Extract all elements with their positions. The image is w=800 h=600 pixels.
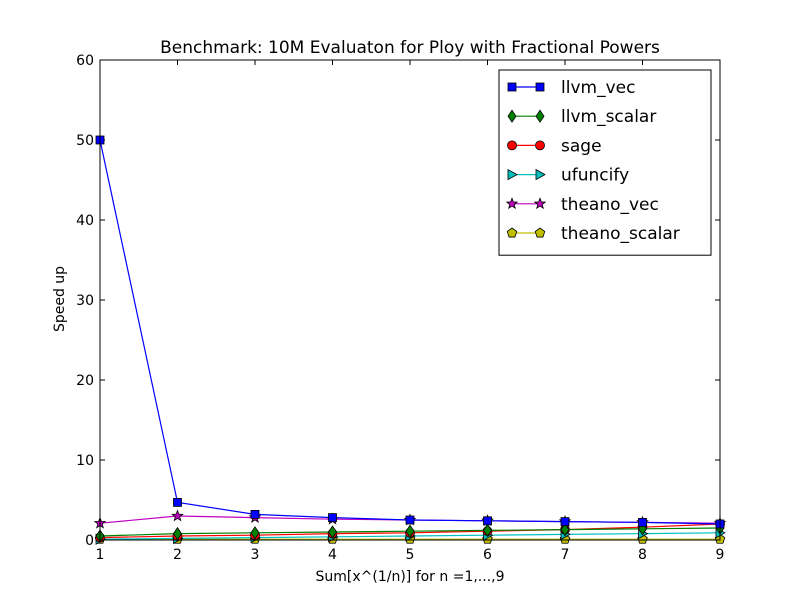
legend-marker-ufuncify: [507, 168, 518, 181]
legend-box: [498, 69, 712, 256]
legend-label-theano-vec: theano_vec: [561, 195, 659, 215]
y-tick-label: 50: [76, 133, 94, 149]
legend-marker-ufuncify: [535, 168, 546, 181]
y-tick-label: 30: [76, 293, 94, 309]
y-tick-label: 20: [76, 373, 94, 389]
data-point-llvm-vec: [560, 517, 570, 526]
y-tick-label: 60: [76, 53, 94, 69]
data-point-llvm-vec: [405, 515, 415, 525]
x-tick-label: 1: [96, 547, 105, 563]
x-tick-label: 6: [483, 547, 492, 563]
data-point-llvm-scalar: [483, 523, 492, 538]
axes-frame: [99, 59, 721, 541]
legend-label-theano-scalar: theano_scalar: [561, 224, 680, 244]
legend-marker-llvm-scalar: [535, 109, 545, 123]
data-point-llvm-vec: [638, 518, 647, 527]
legend-marker-theano-scalar: [534, 227, 546, 238]
legend-marker-llvm-vec: [535, 82, 545, 92]
legend-label-llvm-scalar: llvm_scalar: [561, 107, 656, 127]
legend-label-llvm-vec: llvm_vec: [561, 78, 635, 98]
data-point-llvm-scalar: [405, 524, 415, 538]
legend-marker-theano-vec: [533, 197, 547, 210]
data-point-llvm-scalar: [250, 526, 260, 540]
y-tick-label: 0: [85, 533, 94, 549]
x-axis-label: Sum[x^(1/n)] for n =1,...,9: [315, 569, 504, 585]
x-tick-label: 4: [328, 547, 337, 563]
x-tick-label: 8: [638, 547, 647, 563]
data-point-llvm-vec: [250, 509, 260, 519]
x-tick-label: 2: [173, 547, 182, 563]
legend-marker-theano-vec: [505, 197, 519, 210]
legend-marker-theano-scalar: [506, 227, 518, 238]
legend-marker-sage: [507, 140, 517, 151]
data-point-theano-vec: [171, 509, 184, 522]
x-tick-label: 9: [716, 547, 725, 563]
chart-title: Benchmark: 10M Evaluaton for Ploy with F…: [160, 38, 660, 58]
legend-marker-llvm-vec: [507, 82, 517, 92]
data-point-llvm-vec: [328, 513, 337, 522]
legend-marker-llvm-scalar: [507, 109, 517, 123]
y-axis-label: Speed up: [52, 266, 68, 332]
data-point-llvm-scalar: [560, 522, 570, 537]
x-tick-label: 7: [561, 547, 570, 563]
data-point-llvm-vec: [173, 497, 182, 507]
legend-label-ufuncify: ufuncify: [561, 166, 629, 186]
data-point-llvm-vec: [483, 516, 492, 526]
plot-area: 1 2 3 4 5 6 7 8 9 0 10 20 30 40 50 60: [76, 53, 727, 563]
x-tick-label: 5: [406, 547, 415, 563]
legend-marker-sage: [535, 140, 545, 151]
y-tick-label: 10: [76, 453, 94, 469]
x-tick-label: 3: [251, 547, 260, 563]
legend-label-sage: sage: [561, 136, 602, 156]
data-point-llvm-scalar: [328, 525, 337, 539]
y-tick-label: 40: [76, 213, 94, 229]
